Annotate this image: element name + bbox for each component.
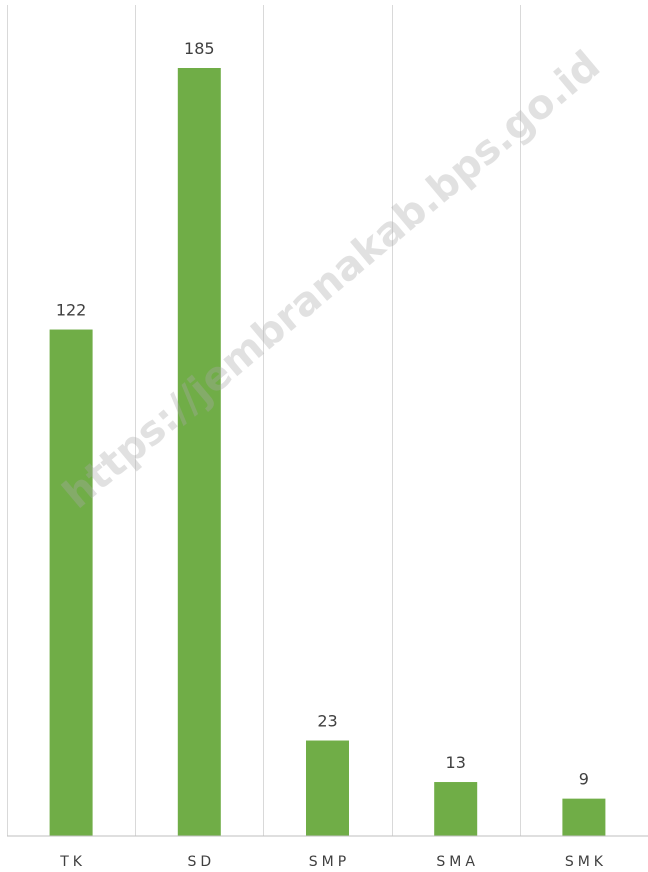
bars: [49, 68, 606, 836]
bar-sma: [434, 782, 478, 836]
data-label-sd: 185: [184, 39, 215, 58]
x-tick-label-smp: SMP: [309, 854, 350, 870]
data-label-tk: 122: [56, 301, 87, 320]
watermark-text: https://jembranakab.bps.go.id: [54, 42, 608, 518]
data-label-sma: 13: [446, 753, 466, 772]
x-tick-label-sma: SMA: [436, 854, 479, 870]
bar-smk: [562, 798, 606, 836]
data-label-smp: 23: [317, 712, 337, 731]
bar-smp: [306, 740, 349, 836]
x-tick-label-tk: TK: [59, 854, 86, 870]
bar-sd: [177, 68, 221, 836]
x-axis-tick-labels: TK SD SMP SMA SMK: [59, 854, 607, 870]
grid-lines: [7, 5, 521, 836]
bar-tk: [49, 329, 93, 836]
data-label-smk: 9: [579, 770, 589, 789]
x-tick-label-smk: SMK: [565, 854, 607, 870]
data-labels: 122 185 23 13 9: [56, 39, 589, 789]
x-tick-label-sd: SD: [187, 854, 215, 870]
